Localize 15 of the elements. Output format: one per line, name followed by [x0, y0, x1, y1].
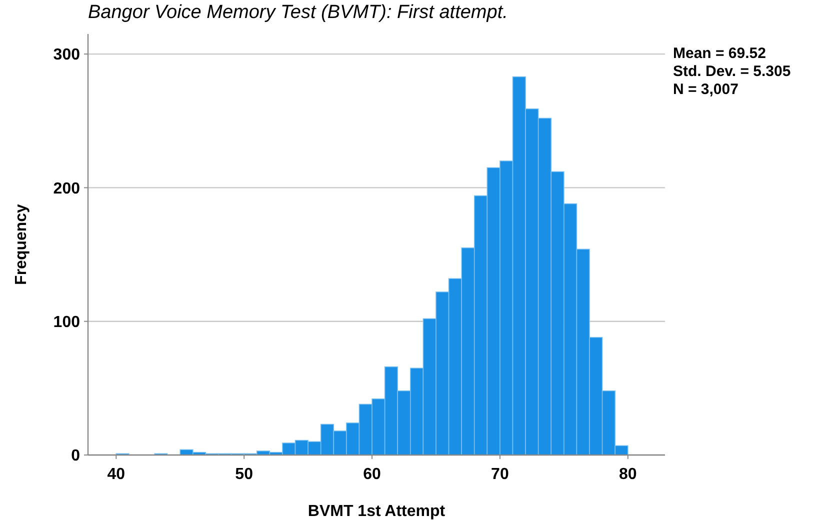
text: N = 3,007 [673, 81, 738, 98]
y-tick-label: 300 [53, 46, 80, 64]
y-tick-label: 200 [53, 180, 80, 198]
y-tick-label: 0 [71, 448, 80, 465]
text: Std. Dev. = 5.305 [673, 63, 791, 80]
x-tick-label: 70 [491, 466, 509, 483]
x-tick-label: 60 [363, 466, 382, 483]
x-axis-title: BVMT 1st Attempt [308, 503, 446, 520]
x-tick-label: 40 [107, 466, 126, 483]
text: Mean = 69.52 [673, 45, 766, 62]
y-axis-title: Frequency [13, 204, 30, 285]
x-tick-label: 80 [619, 466, 637, 483]
y-tick-label: 100 [53, 314, 80, 331]
x-tick-label: 50 [235, 466, 254, 483]
chart-title: Bangor Voice Memory Test (BVMT): First attempt. [88, 2, 508, 23]
